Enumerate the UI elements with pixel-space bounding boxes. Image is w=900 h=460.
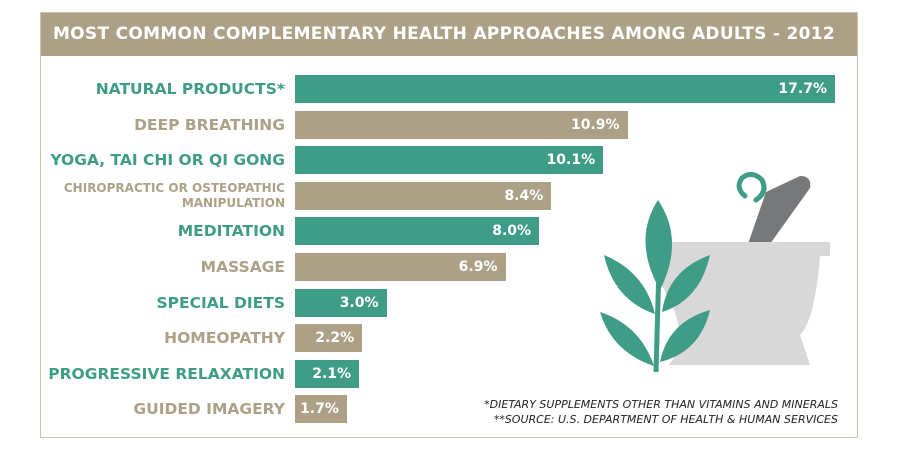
bar <box>295 253 506 281</box>
category-label: HOMEOPATHY <box>164 329 285 348</box>
category-label: YOGA, TAI CHI OR QI GONG <box>50 151 285 170</box>
category-label: MEDITATION <box>177 222 285 241</box>
category-label: NATURAL PRODUCTS* <box>95 80 285 98</box>
leaves <box>600 200 710 373</box>
chart-title: MOST COMMON COMPLEMENTARY HEALTH APPROAC… <box>41 13 857 56</box>
bar <box>295 75 835 103</box>
value-label: 1.7% <box>300 401 339 418</box>
bar <box>295 146 604 175</box>
category-label: MASSAGE <box>200 258 285 276</box>
category-label: DEEP BREATHING <box>134 115 285 134</box>
bar <box>295 359 360 388</box>
footnote: **SOURCE: U.S. DEPARTMENT OF HEALTH & HU… <box>493 413 838 426</box>
category-label: SPECIAL DIETS <box>156 293 285 312</box>
value-label: 8.0% <box>492 223 532 240</box>
value-label: 2.1% <box>312 365 352 382</box>
value-label: 10.9% <box>570 116 620 133</box>
bar <box>295 324 363 353</box>
bar <box>295 110 628 139</box>
footnote: *DIETARY SUPPLEMENTS OTHER THAN VITAMINS… <box>484 398 838 411</box>
bar <box>295 181 552 210</box>
category-label: PROGRESSIVE RELAXATION <box>48 364 285 383</box>
value-label: 10.1% <box>546 152 596 169</box>
value-label: 8.4% <box>504 187 544 204</box>
category-label: CHIROPRACTIC OR OSTEOPATHIC MANIPULATION <box>63 180 285 210</box>
pestle <box>748 176 811 244</box>
category-label: GUIDED IMAGERY <box>133 400 285 419</box>
swirl <box>736 172 767 203</box>
value-label: 17.7% <box>778 81 827 97</box>
frame <box>40 12 858 438</box>
value-label: 2.2% <box>315 330 355 347</box>
bar <box>295 288 387 317</box>
bar <box>295 395 347 424</box>
value-label: 3.0% <box>339 294 379 311</box>
value-label: 6.9% <box>458 259 498 275</box>
bar <box>295 217 540 246</box>
